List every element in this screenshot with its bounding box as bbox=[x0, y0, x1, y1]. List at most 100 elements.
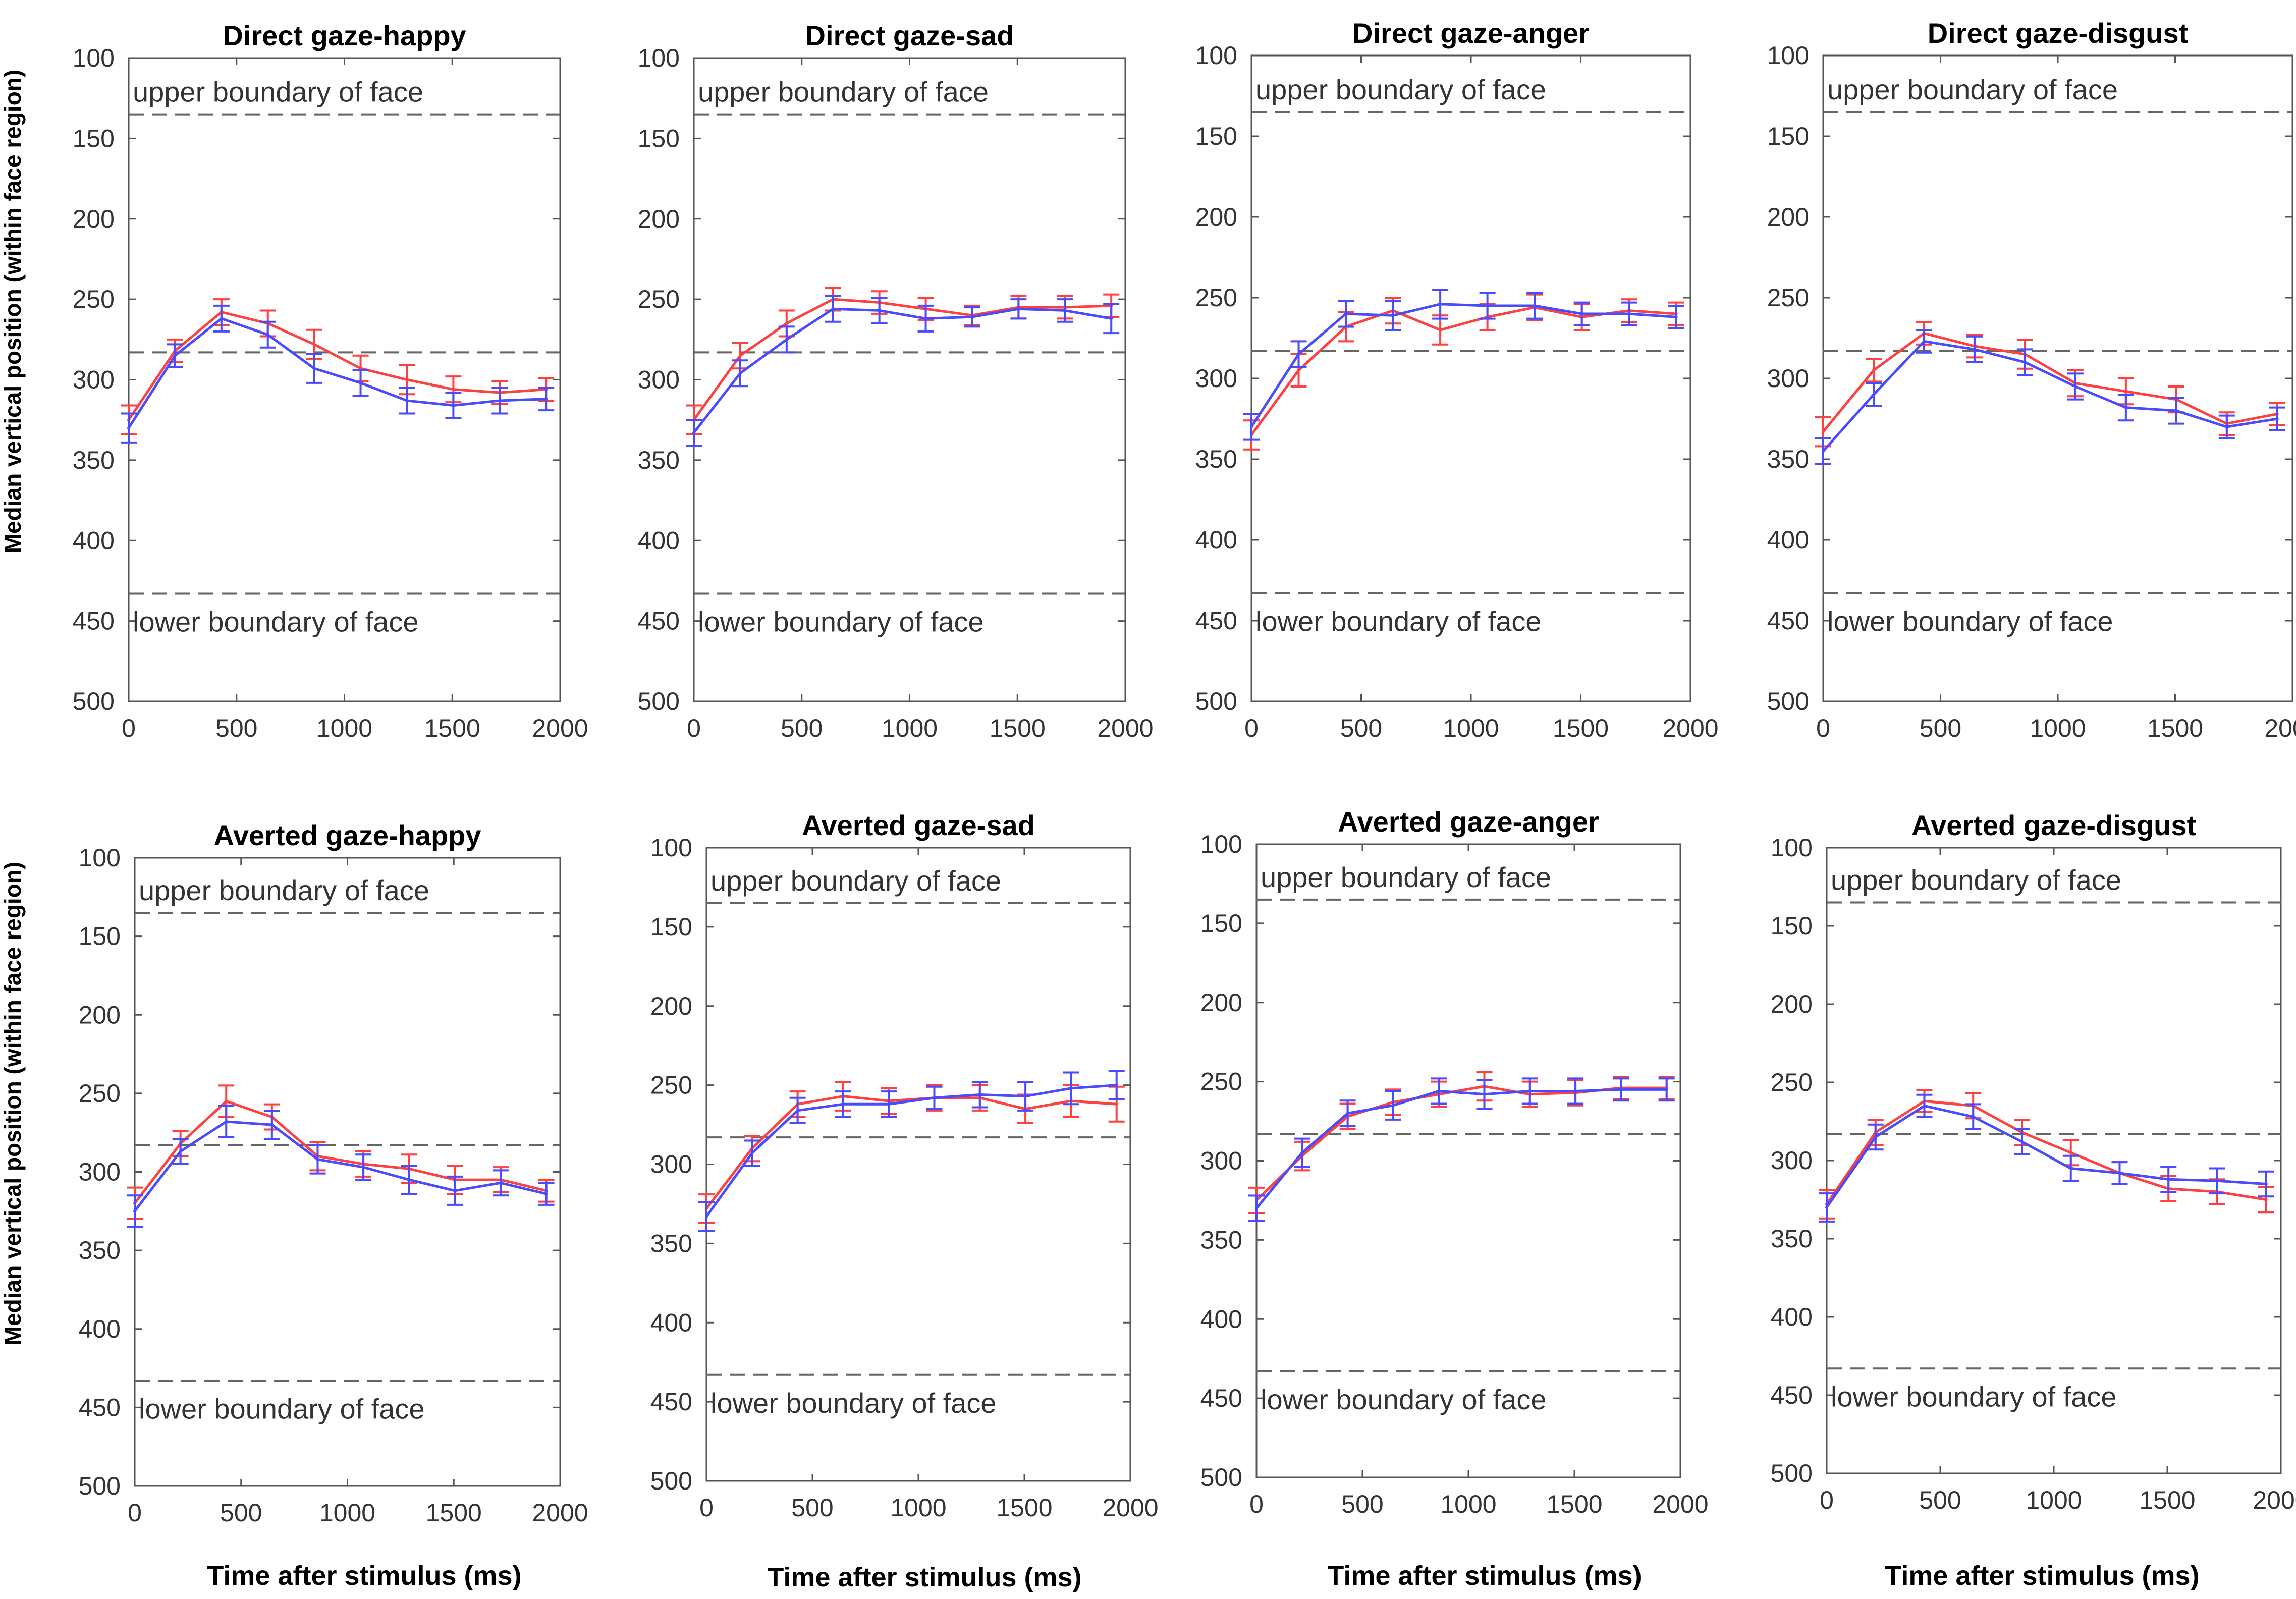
plot-frame bbox=[693, 57, 1126, 702]
chart-panel-5: Averted gaze-happy 100 150 200 250 300 350 400 4… bbox=[79, 819, 588, 1527]
data-point-blue bbox=[750, 1151, 754, 1155]
chart-panel-2: Direct gaze-sad 100 150 200 250 300 350 400 450 5… bbox=[638, 20, 1154, 742]
data-point-blue bbox=[2069, 1167, 2072, 1170]
data-point-blue bbox=[1533, 304, 1537, 307]
data-point-blue bbox=[544, 397, 548, 401]
y-tick-label: 500 bbox=[1200, 1463, 1242, 1492]
data-point-blue bbox=[1391, 1104, 1395, 1107]
y-tick-label: 400 bbox=[650, 1308, 692, 1337]
data-point-red bbox=[785, 321, 788, 325]
x-axis-label-4: Time after stimulus (ms) bbox=[1885, 1561, 2200, 1591]
x-tick-label: 0 bbox=[699, 1494, 714, 1522]
data-point-blue bbox=[1024, 1094, 1027, 1098]
data-point-blue bbox=[405, 399, 409, 402]
x-tick-label: 1000 bbox=[1440, 1490, 1496, 1518]
x-tick-label: 1000 bbox=[2030, 714, 2086, 742]
y-tick-label: 100 bbox=[650, 834, 692, 862]
x-tick-label: 0 bbox=[687, 714, 701, 742]
chart-title: Direct gaze-anger bbox=[1352, 17, 1590, 49]
y-tick-label: 200 bbox=[1767, 203, 1809, 231]
data-point-blue bbox=[1580, 312, 1583, 315]
x-tick-label: 1000 bbox=[316, 714, 372, 742]
data-point-blue bbox=[1391, 314, 1395, 317]
y-tick-label: 400 bbox=[1195, 526, 1237, 554]
data-point-red bbox=[452, 388, 455, 391]
y-tick-label: 400 bbox=[1771, 1303, 1813, 1331]
data-point-blue bbox=[362, 1166, 365, 1169]
data-point-red bbox=[312, 343, 316, 346]
y-axis-label-top: Median vertical position (within face re… bbox=[0, 69, 26, 554]
y-tick-label: 350 bbox=[1200, 1226, 1242, 1254]
y-tick-label: 250 bbox=[79, 1079, 121, 1108]
data-point-blue bbox=[1300, 1151, 1304, 1154]
data-point-blue bbox=[1872, 393, 1875, 396]
y-tick-label: 150 bbox=[650, 913, 692, 941]
x-tick-label: 2000 bbox=[1662, 714, 1718, 742]
data-point-blue bbox=[2216, 1179, 2219, 1183]
y-tick-label: 150 bbox=[1771, 912, 1813, 940]
chart-title: Direct gaze-sad bbox=[805, 20, 1014, 51]
data-point-blue bbox=[1674, 315, 1678, 319]
data-point-blue bbox=[544, 1192, 548, 1196]
y-tick-label: 200 bbox=[650, 992, 692, 1020]
data-point-red bbox=[1872, 369, 1875, 372]
data-point-red bbox=[1115, 1102, 1118, 1106]
y-tick-label: 350 bbox=[79, 1236, 121, 1264]
y-tick-label: 350 bbox=[650, 1229, 692, 1257]
y-tick-label: 200 bbox=[79, 1001, 121, 1029]
y-tick-label: 100 bbox=[1195, 41, 1237, 70]
x-axis-label-2: Time after stimulus (ms) bbox=[767, 1562, 1082, 1592]
plot-frame bbox=[1255, 843, 1681, 1478]
x-tick-label: 1500 bbox=[990, 714, 1046, 742]
data-point-blue bbox=[270, 1123, 274, 1127]
x-tick-label: 0 bbox=[1816, 714, 1830, 742]
y-tick-label: 150 bbox=[638, 124, 680, 152]
x-tick-label: 1500 bbox=[996, 1494, 1052, 1522]
data-point-blue bbox=[1483, 1092, 1486, 1096]
y-tick-label: 200 bbox=[1195, 203, 1237, 231]
reference-line-label: lower boundary of face bbox=[710, 1387, 997, 1419]
reference-line-label: lower boundary of face bbox=[698, 605, 984, 637]
y-tick-label: 200 bbox=[1771, 990, 1813, 1018]
x-tick-label: 500 bbox=[781, 714, 823, 742]
data-point-blue bbox=[1297, 353, 1300, 356]
x-tick-label: 0 bbox=[122, 714, 136, 742]
data-point-blue bbox=[1822, 450, 1825, 453]
y-tick-label: 300 bbox=[1767, 364, 1809, 393]
x-tick-label: 2000 bbox=[1097, 714, 1153, 742]
x-tick-label: 0 bbox=[128, 1499, 142, 1527]
series-line-blue bbox=[705, 1084, 1117, 1218]
data-point-blue bbox=[1063, 309, 1067, 312]
chart-title: Direct gaze-disgust bbox=[1928, 17, 2189, 49]
reference-line-label: lower boundary of face bbox=[1831, 1381, 2117, 1412]
chart-panel-4: Direct gaze-disgust 100 150 200 250 300 350 400… bbox=[1767, 17, 2296, 742]
data-point-blue bbox=[316, 1157, 319, 1161]
data-point-blue bbox=[1973, 348, 1976, 351]
series-line-red bbox=[692, 298, 1112, 421]
x-tick-label: 2000 bbox=[2253, 1486, 2296, 1514]
data-point-blue bbox=[887, 1102, 891, 1106]
data-point-blue bbox=[1346, 1112, 1349, 1115]
data-point-blue bbox=[1017, 307, 1020, 311]
x-tick-label: 500 bbox=[1919, 1486, 1961, 1514]
data-point-red bbox=[2124, 390, 2127, 393]
chart-title: Averted gaze-disgust bbox=[1911, 809, 2196, 841]
x-tick-label: 1500 bbox=[1553, 714, 1609, 742]
y-tick-label: 350 bbox=[638, 446, 680, 474]
x-tick-label: 500 bbox=[1920, 714, 1961, 742]
data-point-blue bbox=[1486, 304, 1489, 307]
y-tick-label: 400 bbox=[638, 526, 680, 555]
plot-frame bbox=[1250, 54, 1691, 702]
chart-panel-1: Direct gaze-happy 100 150 200 250 300 350 400 45… bbox=[73, 20, 588, 742]
y-tick-label: 500 bbox=[650, 1467, 692, 1495]
data-point-blue bbox=[738, 371, 742, 375]
y-tick-label: 300 bbox=[638, 366, 680, 394]
data-point-blue bbox=[2124, 406, 2127, 409]
data-point-blue bbox=[1255, 1206, 1258, 1210]
reference-line-label: upper boundary of face bbox=[133, 76, 423, 108]
data-point-red bbox=[738, 354, 742, 357]
chart-panel-7: Averted gaze-anger 100 150 200 250 300 350 400 4… bbox=[1200, 806, 1709, 1518]
x-tick-label: 2000 bbox=[2264, 714, 2296, 742]
x-tick-label: 2000 bbox=[1652, 1490, 1708, 1518]
